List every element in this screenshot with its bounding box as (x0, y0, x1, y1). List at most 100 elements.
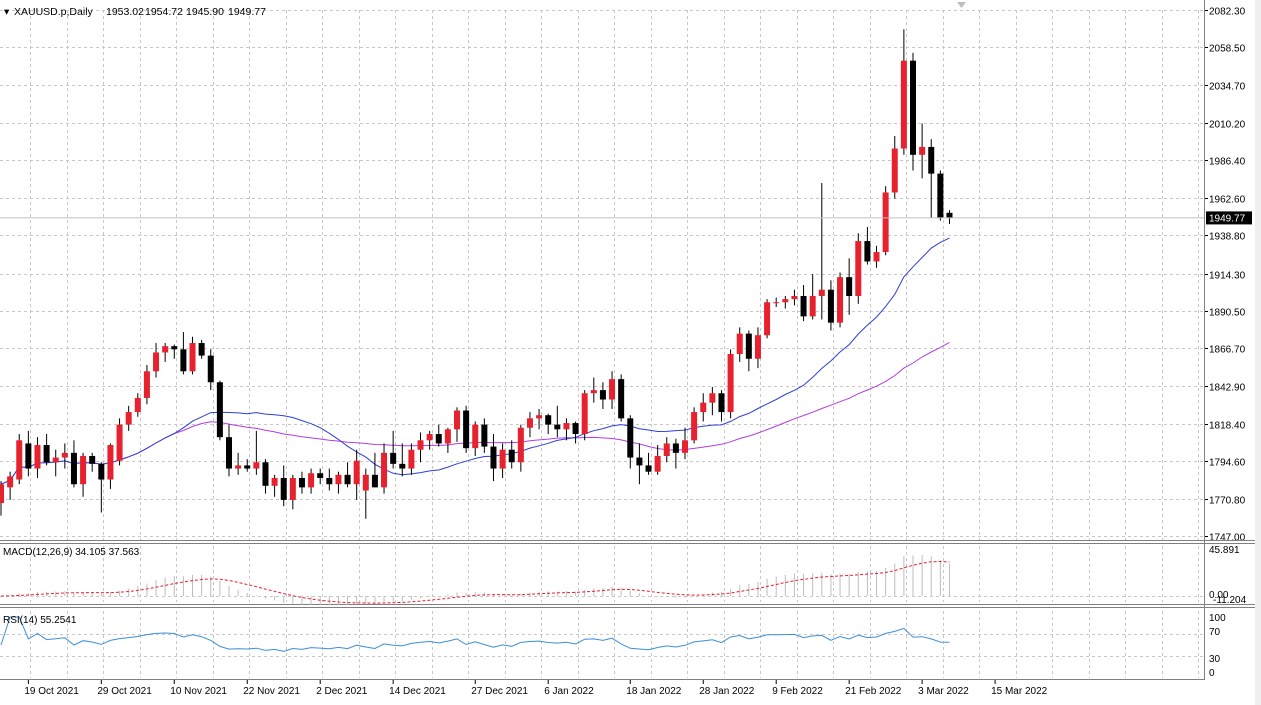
candle-body (408, 449, 415, 469)
candle-bear (244, 459, 251, 472)
candle-bull (125, 405, 132, 431)
candle-body (25, 443, 32, 469)
candle-bear (435, 424, 442, 447)
candle-bull (700, 393, 707, 422)
candle-body (745, 333, 752, 359)
price-tick-label: 1890.50 (1209, 308, 1246, 319)
time-tick-label: 2 Dec 2021 (316, 686, 368, 697)
candle-bear (280, 465, 287, 507)
candle-bull (837, 272, 844, 328)
candles (0, 29, 953, 519)
candle-body (262, 462, 269, 486)
candle-body (526, 418, 533, 428)
candle-bear (928, 139, 935, 218)
candle-bear (226, 424, 232, 477)
candle-bull (417, 432, 424, 463)
candle-bear (344, 462, 351, 488)
candle-body (773, 302, 780, 304)
macd-signal-line (0, 560, 950, 604)
symbol-label: XAUUSD.p,Daily (14, 6, 94, 18)
candle-bull (189, 336, 196, 375)
price-axis[interactable]: 2082.30 2058.50 2034.70 2010.20 1986.40 1962.… (1204, 7, 1246, 544)
price-tick-label: 1938.80 (1209, 232, 1246, 243)
candle-body (235, 465, 242, 469)
candle-bull (517, 424, 524, 472)
ohlc-low: 1945.90 (186, 6, 224, 18)
candle-bear (508, 440, 515, 469)
candle-body (508, 449, 515, 463)
candle-bull (663, 437, 670, 463)
candle-body (846, 277, 853, 296)
candle-body (800, 295, 807, 317)
candle-bull (736, 327, 743, 362)
candle-bull (900, 29, 907, 155)
current-price-label: 1949.77 (1209, 213, 1246, 224)
candle-bear (216, 380, 223, 441)
candle-bull (526, 412, 533, 438)
candle-body (125, 412, 132, 425)
candle-bear (25, 430, 32, 477)
price-tick-label: 2034.70 (1209, 82, 1246, 93)
candle-body (226, 437, 232, 469)
candle-body (454, 410, 460, 430)
time-tick-label: 29 Oct 2021 (97, 686, 152, 697)
candle-body (682, 440, 688, 453)
candle-bull (362, 468, 369, 519)
candle-body (618, 379, 625, 419)
candle-body (663, 443, 670, 456)
candle-body (80, 455, 87, 485)
candle-body (536, 415, 543, 419)
candle-bear (317, 468, 324, 485)
candle-body (919, 146, 926, 155)
rsi-tick-70: 70 (1209, 627, 1221, 638)
price-tick-label: 1794.60 (1209, 458, 1246, 469)
candle-body (362, 474, 369, 491)
time-tick-label: 21 Feb 2022 (845, 686, 902, 697)
candle-body (563, 423, 570, 430)
candle-body (34, 445, 41, 469)
time-tick-label: 3 Mar 2022 (918, 686, 969, 697)
candle-body (298, 477, 305, 488)
candle-bear (262, 459, 269, 494)
time-axis[interactable]: 19 Oct 2021 29 Oct 2021 10 Nov 2021 22 Nov … (24, 680, 1048, 697)
candle-bull (353, 449, 360, 500)
candle-bull (16, 434, 23, 485)
candle-body (764, 302, 771, 336)
candle-bear (70, 440, 77, 488)
candle-body (718, 393, 725, 413)
candle-bull (873, 245, 880, 268)
candle-body (627, 418, 634, 458)
candle-bull (271, 474, 278, 497)
candle-body (937, 173, 944, 218)
candle-bear (43, 434, 50, 466)
candle-body (216, 382, 223, 438)
candle-body (417, 440, 424, 450)
symbol-triangle-icon[interactable]: ▾ (4, 6, 10, 18)
candle-bear (180, 332, 187, 375)
candle-body (143, 371, 150, 398)
candle-body (371, 474, 378, 488)
candle-body (171, 346, 178, 350)
candle-bull (590, 377, 597, 403)
candle-bull (253, 430, 260, 475)
candle-bear (946, 210, 953, 224)
candle-body (545, 415, 552, 425)
candle-body (317, 473, 324, 478)
candle-body (782, 299, 789, 303)
candle-body (691, 412, 698, 441)
candle-body (791, 295, 798, 300)
time-tick-label: 15 Mar 2022 (991, 686, 1048, 697)
candle-body (399, 463, 406, 469)
candle-bull (782, 295, 789, 309)
candle-bull (563, 418, 570, 441)
scrollbar-strip[interactable] (1255, 0, 1261, 705)
candle-bull (919, 123, 926, 179)
candle-body (900, 60, 907, 149)
candle-bear (98, 462, 105, 513)
candle-bear (490, 434, 497, 482)
candle-body (472, 424, 479, 449)
shift-marker-icon[interactable] (957, 2, 966, 8)
candle-bear (645, 452, 652, 475)
